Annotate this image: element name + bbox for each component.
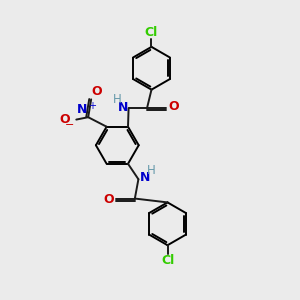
Text: N: N (118, 101, 128, 114)
Text: H: H (146, 164, 155, 177)
Text: N: N (77, 103, 88, 116)
Text: H: H (113, 93, 122, 106)
Text: N: N (140, 171, 150, 184)
Text: Cl: Cl (145, 26, 158, 38)
Text: O: O (92, 85, 102, 98)
Text: O: O (103, 193, 114, 206)
Text: +: + (88, 101, 96, 111)
Text: −: − (64, 120, 74, 130)
Text: Cl: Cl (161, 254, 174, 266)
Text: O: O (59, 113, 70, 126)
Text: O: O (169, 100, 179, 113)
